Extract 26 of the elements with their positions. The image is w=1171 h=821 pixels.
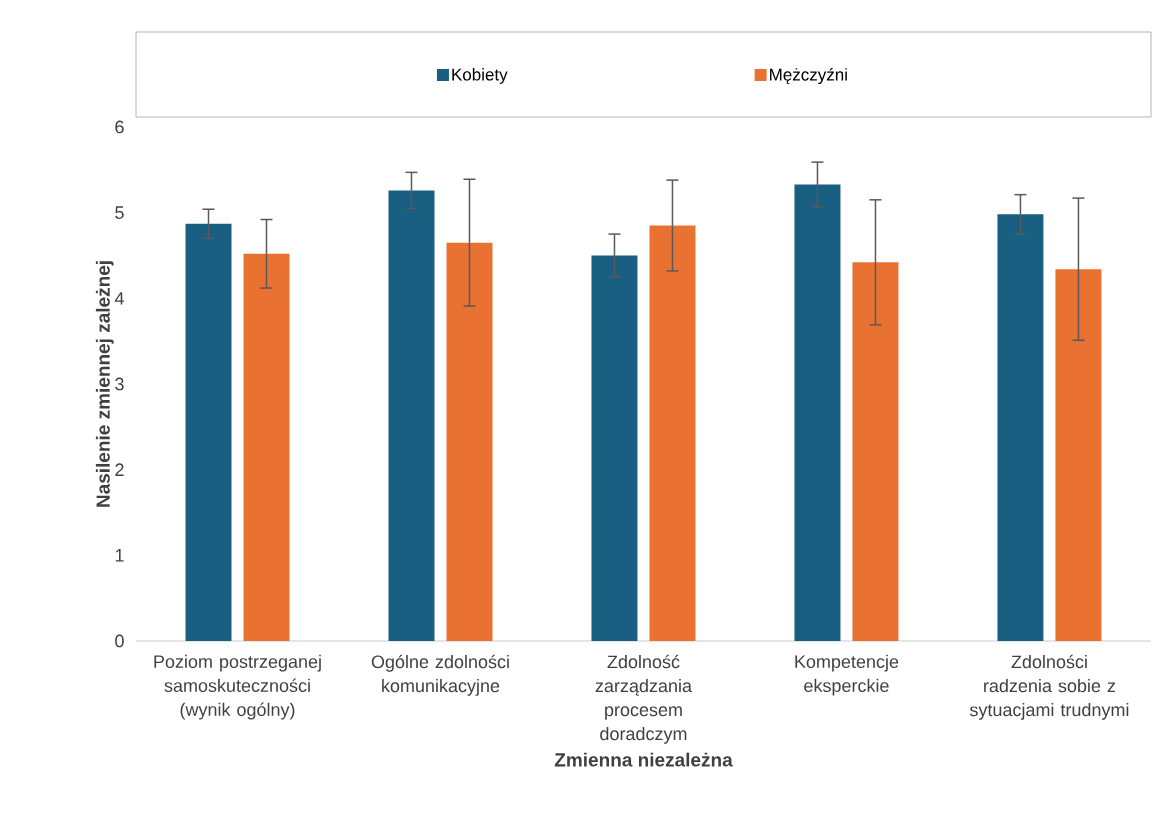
bar (185, 223, 232, 641)
bar (794, 184, 841, 641)
y-tick-label: 4 (114, 292, 124, 305)
bar (997, 214, 1044, 641)
x-tick-label: Kompetencje eksperckie (795, 654, 899, 696)
bar (243, 253, 290, 641)
x-tick-label: Zdolności radzenia sobie z sytuacjami trudnymi (969, 654, 1129, 720)
bar (446, 242, 493, 641)
bar (852, 262, 899, 641)
y-tick-label: 5 (115, 206, 124, 219)
y-tick-label: 3 (115, 377, 124, 391)
legend-label: Mężczyźni (770, 67, 847, 85)
y-tick-label: 1 (115, 549, 124, 562)
y-tick-label: 6 (115, 120, 124, 134)
bar (1055, 269, 1102, 641)
bar (388, 190, 435, 641)
bar (591, 255, 638, 641)
x-axis-title: Zmienna niezależna (554, 752, 733, 767)
bar (649, 225, 696, 641)
y-tick-label: 0 (115, 634, 124, 648)
y-tick-label: 2 (115, 463, 124, 476)
x-tick-label: Ogólne zdolności komunikacyjne (371, 654, 509, 696)
y-axis-title: Nasilenie zmiennej zależnej (95, 261, 114, 507)
legend-label: Kobiety (452, 68, 508, 84)
x-tick-label: Zdolność zarządzania procesem doradczym (595, 654, 692, 744)
x-tick-label: Poziom postrzeganej samoskuteczności (wynik ogólny) (154, 654, 321, 720)
